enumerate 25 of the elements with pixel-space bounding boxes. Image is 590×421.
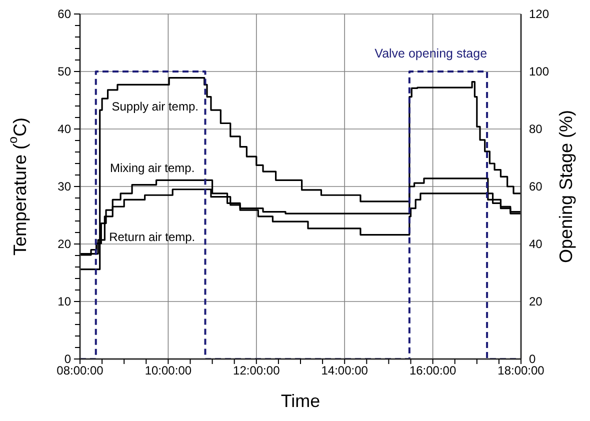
x-tick-label: 18:00:00 — [498, 364, 545, 378]
x-tick-label: 12:00:00 — [233, 364, 280, 378]
y2-axis-title: Opening Stage (%) — [556, 110, 576, 264]
y2-tick-label: 60 — [529, 180, 543, 194]
annotation: Supply air temp. — [112, 99, 198, 114]
y2-tick-label: 80 — [529, 122, 543, 136]
y-tick-label: 30 — [58, 180, 72, 194]
y2-tick-label: 100 — [529, 64, 550, 78]
x-tick-label: 10:00:00 — [144, 364, 192, 378]
x-tick-label: 08:00:00 — [56, 364, 104, 378]
y2-tick-label: 40 — [529, 237, 543, 251]
y-tick-label: 40 — [58, 122, 72, 136]
y-tick-label: 0 — [64, 352, 72, 366]
x-tick-label: 16:00:00 — [409, 364, 456, 378]
x-tick-label: 14:00:00 — [321, 364, 368, 378]
y-tick-label: 60 — [58, 7, 72, 21]
x-axis-title: Time — [280, 391, 320, 411]
y-tick-label: 10 — [58, 294, 72, 308]
y-tick-label: 50 — [58, 64, 72, 78]
annotation: Return air temp. — [109, 230, 196, 244]
y2-tick-label: 20 — [529, 294, 543, 308]
y-tick-label: 20 — [58, 237, 72, 251]
y2-tick-label: 120 — [529, 7, 550, 21]
y2-tick-label: 0 — [529, 352, 536, 366]
annotation: Mixing air temp. — [110, 161, 195, 176]
